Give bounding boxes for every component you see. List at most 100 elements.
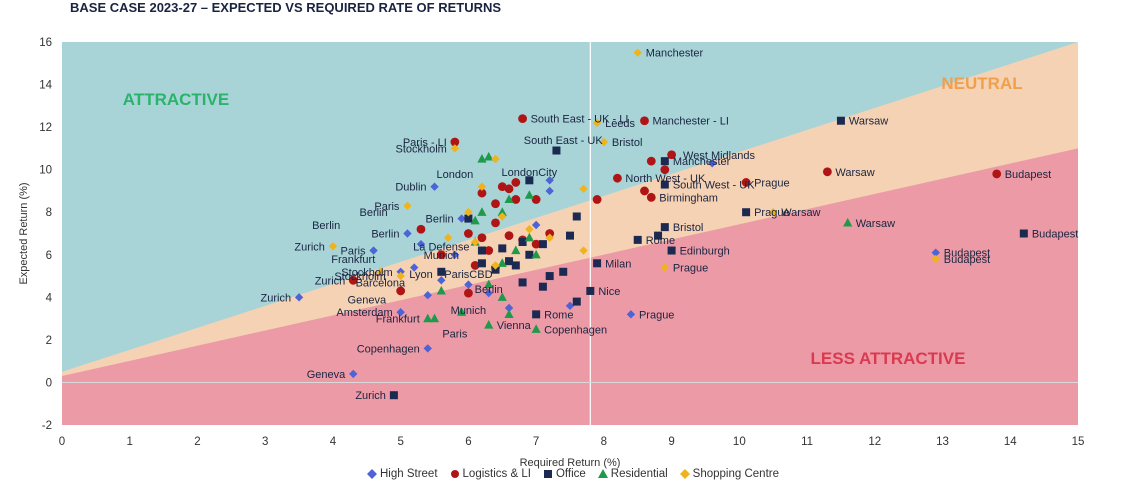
data-point xyxy=(572,297,581,306)
data-point xyxy=(470,215,480,225)
point-label: Zurich xyxy=(315,275,346,287)
data-point xyxy=(437,276,446,285)
data-point xyxy=(566,231,574,240)
data-point xyxy=(484,288,493,298)
data-point xyxy=(538,240,547,249)
point-label: Zurich xyxy=(261,292,292,304)
chart-legend: High Street Logistics & LI Office Residenti… xyxy=(0,468,1146,480)
data-point xyxy=(559,267,568,276)
y-tick-label: 16 xyxy=(39,37,52,49)
data-point xyxy=(511,261,520,270)
data-point xyxy=(464,288,473,298)
point-label: LondonCity xyxy=(502,167,558,179)
data-point xyxy=(436,285,446,295)
data-point xyxy=(992,169,1002,179)
data-point xyxy=(498,212,507,221)
y-tick-label: 0 xyxy=(46,377,52,389)
y-tick-label: 4 xyxy=(46,292,53,304)
data-point xyxy=(667,246,676,255)
x-tick-label: 3 xyxy=(262,436,268,448)
data-point xyxy=(457,214,466,223)
x-tick-label: 4 xyxy=(330,436,337,448)
data-point xyxy=(505,257,514,266)
point-label: Warsaw xyxy=(835,167,874,179)
point-label: Copenhagen xyxy=(357,343,420,355)
point-label: ParisCBD xyxy=(444,269,492,281)
region-label: LESS ATTRACTIVE xyxy=(811,349,966,368)
data-point xyxy=(470,237,480,247)
data-point xyxy=(504,194,514,204)
x-tick-label: 5 xyxy=(397,436,403,448)
point-label: Manchester - LI xyxy=(653,116,729,128)
y-tick-label: -2 xyxy=(42,420,52,432)
legend-item: Shopping Centre xyxy=(679,468,779,480)
data-point xyxy=(593,259,602,268)
data-point xyxy=(396,286,406,296)
legend-swatch xyxy=(597,469,608,478)
y-tick-label: 8 xyxy=(46,207,52,219)
data-point xyxy=(626,310,636,319)
data-point xyxy=(525,225,534,234)
point-label: Prague xyxy=(754,207,789,219)
point-label: Copenhagen xyxy=(544,324,607,336)
point-label: Paris xyxy=(374,201,400,213)
data-point xyxy=(491,218,500,228)
data-point xyxy=(511,178,521,187)
data-point xyxy=(646,156,656,166)
data-point xyxy=(450,250,460,259)
point-label: Berlin xyxy=(475,284,503,296)
data-point xyxy=(436,250,446,260)
y-tick-label: 6 xyxy=(46,250,52,262)
data-point xyxy=(477,233,487,243)
x-tick-label: 8 xyxy=(601,436,607,448)
x-tick-label: 14 xyxy=(1004,436,1017,448)
point-label: Frankfurt xyxy=(376,314,420,326)
data-point xyxy=(464,214,473,223)
data-point xyxy=(491,199,500,209)
data-point xyxy=(437,267,446,276)
data-point xyxy=(592,118,602,128)
data-point xyxy=(403,229,412,238)
y-tick-label: 10 xyxy=(39,165,52,177)
data-point xyxy=(511,195,521,204)
data-point xyxy=(633,48,642,57)
data-point xyxy=(545,176,554,185)
point-label: Budapest xyxy=(944,254,990,266)
point-label: South West - UK xyxy=(673,180,755,192)
data-point xyxy=(457,307,467,316)
region-labels: ATTRACTIVE NEUTRAL LESS ATTRACTIVE xyxy=(123,74,1023,368)
x-tick-label: 1 xyxy=(127,436,133,448)
data-point xyxy=(477,259,486,268)
data-point xyxy=(410,263,419,272)
data-point xyxy=(369,246,378,255)
point-label: Zurich xyxy=(294,241,325,253)
legend-swatch xyxy=(367,469,377,479)
data-point xyxy=(565,301,575,311)
point-label: Stockholm xyxy=(341,267,392,279)
x-tick-label: 15 xyxy=(1072,436,1085,448)
point-label: Birmingham xyxy=(659,192,718,204)
point-label: Manchester xyxy=(646,48,704,60)
data-point xyxy=(531,239,541,249)
data-point xyxy=(572,212,581,221)
x-tick-label: 10 xyxy=(733,436,746,448)
data-point xyxy=(518,114,527,123)
data-point xyxy=(430,182,439,191)
point-label: Dublin xyxy=(395,182,426,194)
data-point xyxy=(931,248,940,257)
data-point xyxy=(518,278,527,287)
data-point xyxy=(592,195,602,204)
data-point xyxy=(545,229,555,238)
data-point xyxy=(497,292,507,301)
data-point xyxy=(640,186,649,196)
point-label: Warsaw xyxy=(781,207,820,219)
data-point xyxy=(328,242,338,251)
data-point xyxy=(497,182,507,192)
data-point xyxy=(633,235,642,244)
point-label: Amsterdam xyxy=(336,307,392,319)
legend-item: Office xyxy=(543,468,586,480)
x-tick-label: 12 xyxy=(868,436,881,448)
legend-marker xyxy=(597,469,608,478)
point-label: Nice xyxy=(598,286,620,298)
